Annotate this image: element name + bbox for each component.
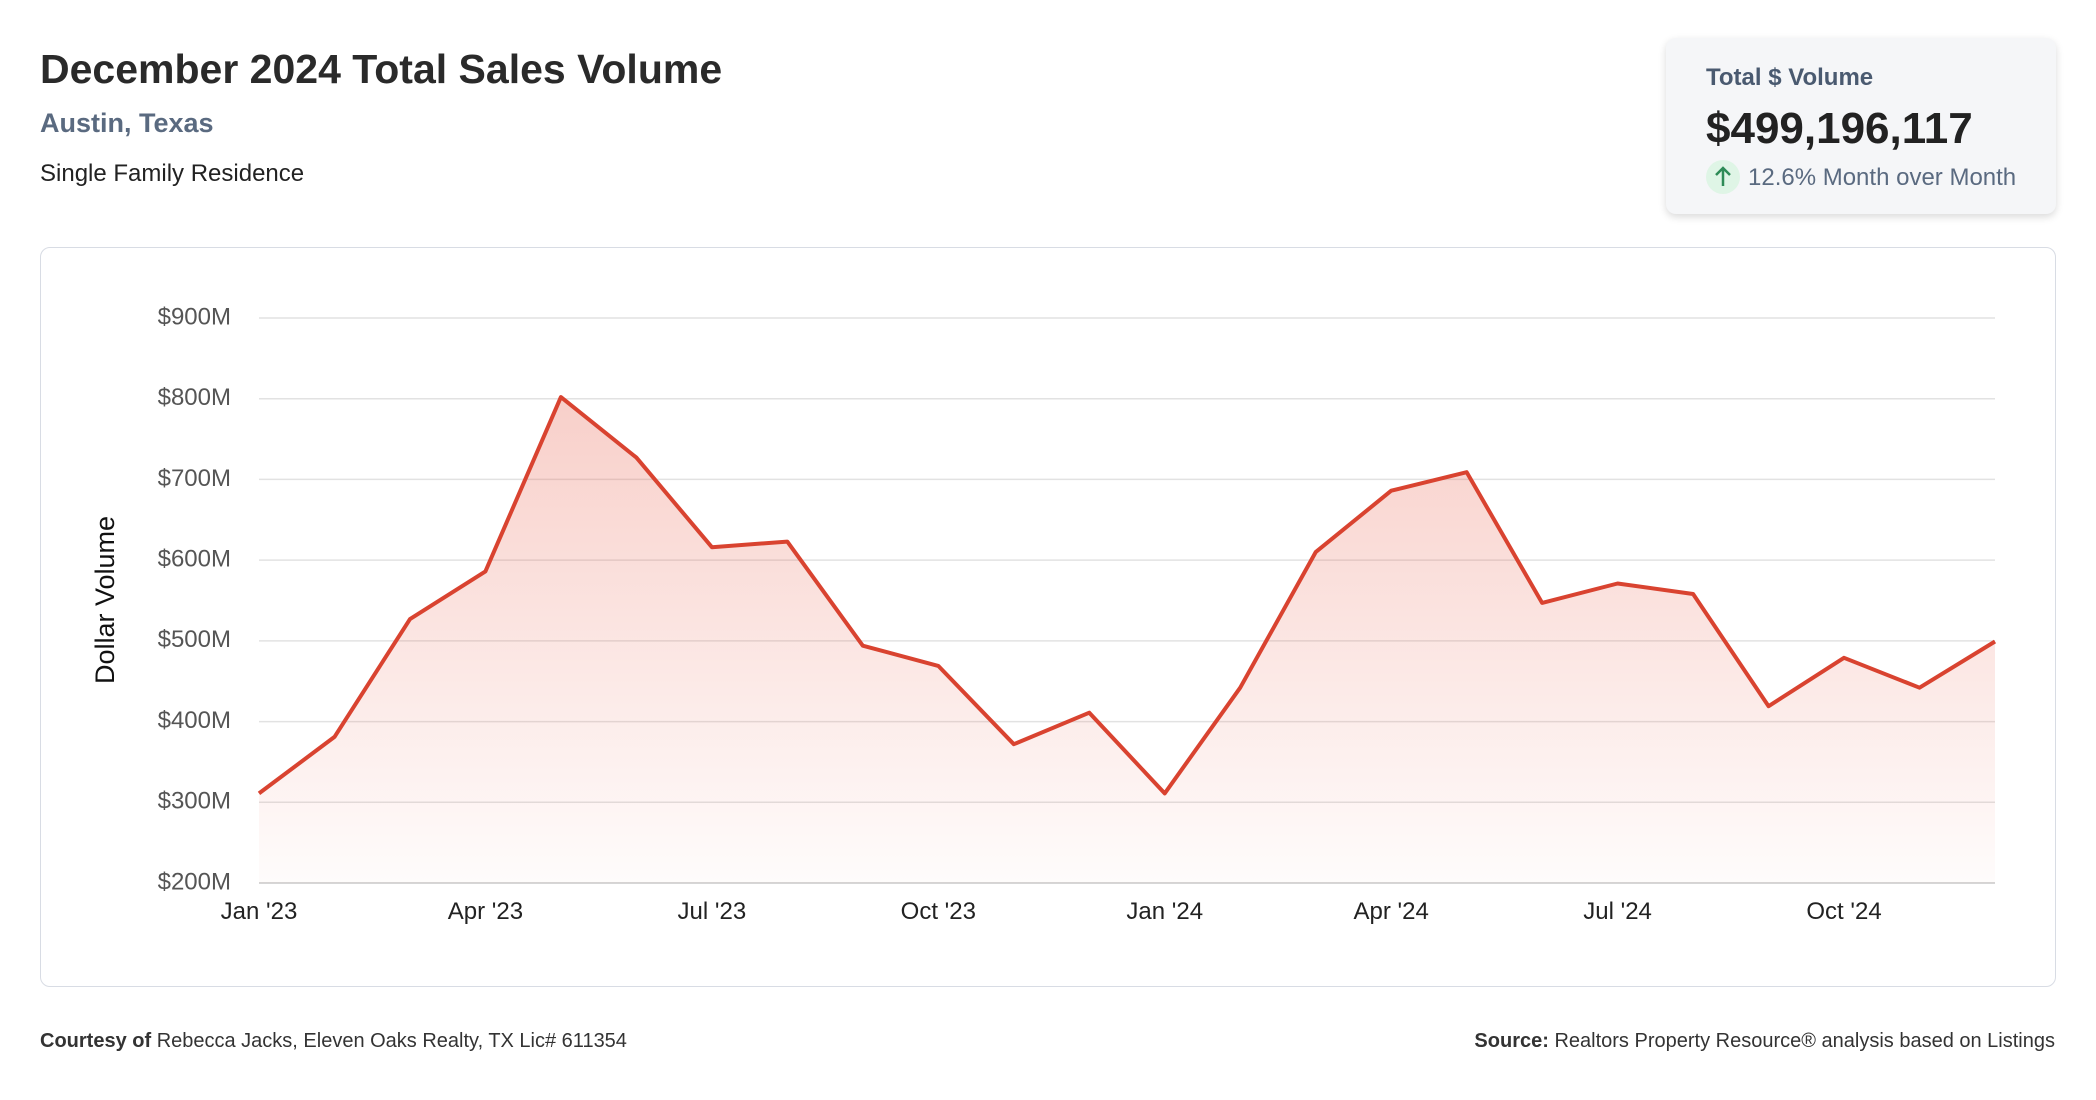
y-tick-label: $300M [158, 788, 231, 815]
x-tick-label: Jul '23 [678, 898, 747, 925]
y-axis-label: Dollar Volume [90, 516, 120, 684]
location: Austin, Texas [40, 108, 214, 138]
source: Source: Realtors Property Resource® anal… [1474, 1030, 2055, 1053]
x-tick-label: Jan '23 [221, 898, 298, 925]
y-tick-label: $700M [158, 465, 231, 492]
y-tick-label: $900M [158, 303, 231, 330]
y-tick-label: $800M [158, 384, 231, 411]
courtesy: Courtesy of Rebecca Jacks, Eleven Oaks R… [40, 1030, 627, 1053]
kpi-change: 12.6% Month over Month [1748, 164, 2017, 191]
x-tick-label: Oct '23 [901, 898, 976, 925]
y-tick-label: $400M [158, 707, 231, 734]
source-text: Realtors Property Resource® analysis bas… [1554, 1030, 2055, 1052]
x-tick-label: Jan '24 [1126, 898, 1203, 925]
y-tick-label: $200M [158, 868, 231, 895]
x-tick-label: Apr '23 [448, 898, 523, 925]
line [257, 395, 1997, 796]
x-tick-label: Oct '24 [1806, 898, 1881, 925]
kpi-value: $499,196,117 [1706, 104, 1973, 153]
chart-frame [40, 247, 2056, 987]
property-type: Single Family Residence [40, 160, 305, 187]
source-label: Source: [1474, 1030, 1549, 1052]
x-tick-label: Jul '24 [1583, 898, 1652, 925]
y-tick-label: $600M [158, 545, 231, 572]
x-tick-label: Apr '24 [1354, 898, 1429, 925]
kpi-label: Total $ Volume [1706, 64, 1874, 91]
title: December 2024 Total Sales Volume [40, 46, 723, 92]
area [259, 397, 1995, 883]
courtesy-label: Courtesy of [40, 1030, 152, 1052]
courtesy-text: Rebecca Jacks, Eleven Oaks Realty, TX Li… [156, 1030, 627, 1052]
up-arrow [1706, 160, 1740, 194]
kpi-card: Total $ Volume $499,196,117 12.6% Month … [1666, 38, 2056, 214]
y-tick-label: $500M [158, 626, 231, 653]
